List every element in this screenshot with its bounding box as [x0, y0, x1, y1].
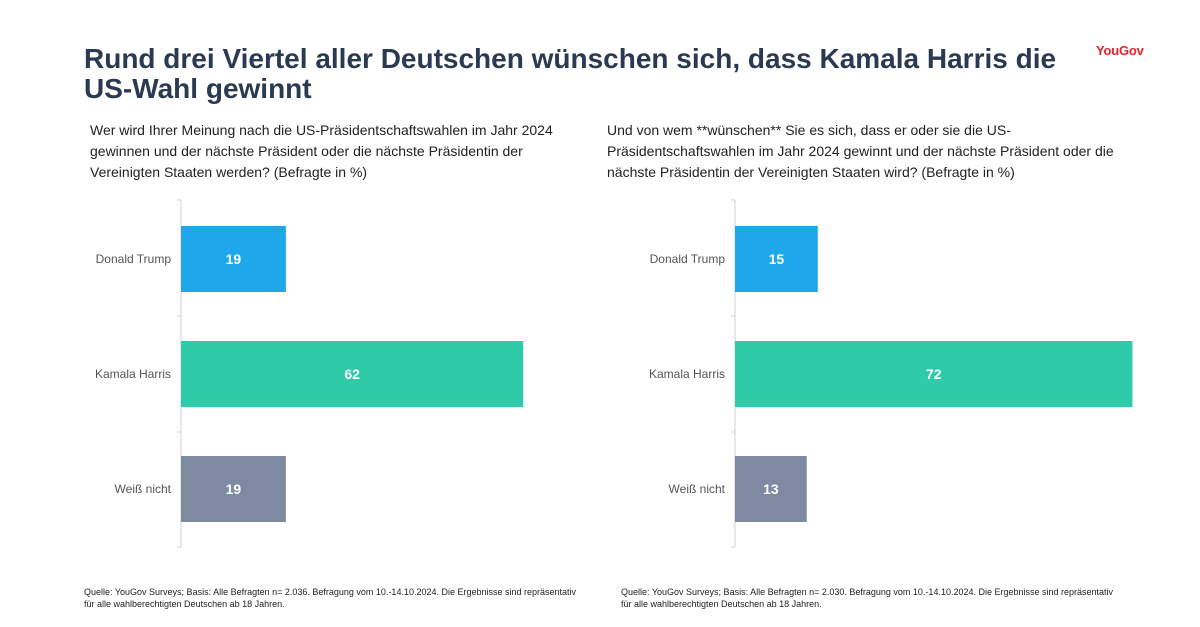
source-note-left: Quelle: YouGov Surveys; Basis: Alle Befr… — [84, 587, 577, 609]
data-label: 19 — [226, 481, 242, 497]
category-label: Donald Trump — [650, 252, 726, 266]
source-note-right: Quelle: YouGov Surveys; Basis: Alle Befr… — [621, 587, 1114, 609]
yougov-logo: YouGov — [1096, 43, 1144, 58]
bar — [181, 226, 286, 292]
page-title: Rund drei Viertel aller Deutschen wünsch… — [84, 43, 1057, 104]
data-label: 15 — [769, 251, 785, 267]
category-label: Kamala Harris — [95, 367, 171, 381]
chart-left: Donald Trump 19 Kamala Harris 62 Weiß nicht 1… — [0, 195, 560, 555]
bar — [735, 341, 1133, 407]
data-label: 62 — [344, 366, 360, 382]
bar-chart-left: Donald Trump 19 Kamala Harris 62 Weiß nicht 1… — [95, 199, 524, 548]
data-label: 19 — [226, 251, 242, 267]
category-label: Weiß nicht — [115, 482, 172, 496]
bar — [735, 456, 807, 522]
question-left: Wer wird Ihrer Meinung nach die US-Präsi… — [90, 122, 553, 180]
category-label: Kamala Harris — [649, 367, 725, 381]
category-label: Donald Trump — [96, 252, 172, 266]
question-right: Und von wem **wünschen** Sie es sich, da… — [607, 122, 1114, 180]
bar — [735, 226, 818, 292]
bar-chart-right: Donald Trump 15 Kamala Harris 72 Weiß nicht 1… — [649, 199, 1133, 548]
data-label: 72 — [926, 366, 942, 382]
bar — [181, 456, 286, 522]
chart-right: Donald Trump 15 Kamala Harris 72 Weiß nicht 1… — [554, 195, 1133, 555]
data-label: 13 — [763, 481, 779, 497]
bar — [181, 341, 524, 407]
category-label: Weiß nicht — [669, 482, 726, 496]
